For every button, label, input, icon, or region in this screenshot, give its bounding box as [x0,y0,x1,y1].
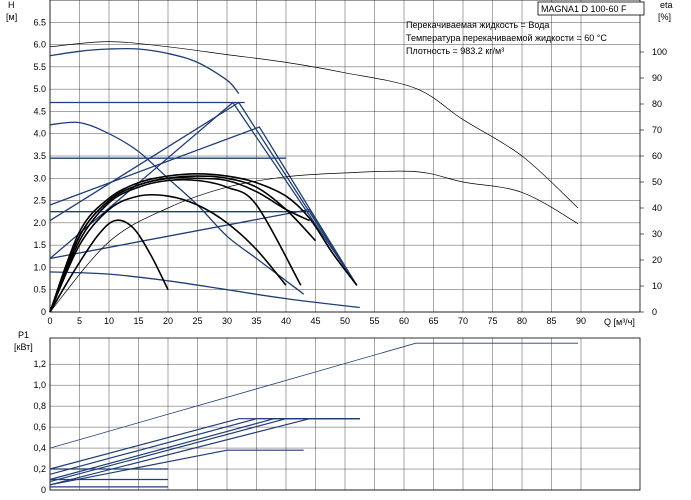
eta-tick-label: 100 [652,47,667,57]
x-tick-label: 70 [458,316,468,326]
x-tick-label: 10 [104,316,114,326]
h-tick-label: 0 [41,307,46,317]
bottom-chart-curves [49,342,578,488]
eta-tick-label: 60 [652,151,662,161]
p1-axis-unit: [кВт] [14,342,33,352]
eta-tick-label: 30 [652,229,662,239]
x-tick-label: 75 [487,316,497,326]
h-tick-label: 5.0 [33,84,46,94]
h-tick-label: 6.5 [33,17,46,27]
head-curve-11 [49,172,358,313]
x-tick-label: 90 [576,316,586,326]
x-tick-label: 65 [428,316,438,326]
eta-tick-label: 20 [652,255,662,265]
head-curve-6 [49,208,358,286]
q-axis-label: Q [м³/ч] [604,317,635,327]
bottom-chart-ticks: 0 0,2 0,4 0,6 0,8 1,0 1,2 [33,359,46,495]
eta-tick-label: 90 [652,73,662,83]
h-tick-label: 4.0 [33,129,46,139]
h-axis-label: H [8,0,15,10]
top-chart-curves [49,41,579,313]
eta-tick-label: 0 [652,307,657,317]
p1-tick-label: 0,4 [33,443,46,453]
x-tick-label: 80 [517,316,527,326]
model-label: MAGNA1 D 100-60 F [541,4,627,14]
x-tick-label: 5 [77,316,82,326]
eta-tick-label: 50 [652,177,662,187]
info-line-density: Плотность = 983.2 кг/м³ [406,46,504,56]
top-chart-grid [49,0,641,313]
h-tick-label: 3.0 [33,173,46,183]
model-label-box [537,1,645,16]
efficiency-curve-16 [49,170,579,313]
head-curve-0 [49,271,360,309]
eta-tick-label: 80 [652,99,662,109]
h-tick-label: 3.5 [33,151,46,161]
eta-tick-label: 70 [652,125,662,135]
p1-tick-label: 0,2 [33,464,46,474]
h-tick-label: 6.0 [33,40,46,50]
head-curve-14 [49,219,169,313]
p1-tick-label: 0,6 [33,422,46,432]
p1-tick-label: 1,2 [33,359,46,369]
x-tick-label: 30 [222,316,232,326]
x-tick-label: 85 [546,316,556,326]
power-curve-0 [49,342,578,449]
x-tick-label: 15 [133,316,143,326]
top-chart-ticks: 0 5 10 15 20 25 30 35 40 45 50 55 60 65 70 75 80 85 90 0 0.5… [33,17,667,326]
x-tick-label: 50 [340,316,350,326]
info-line-fluid: Перекачиваемая жидкость = Вода [406,20,549,30]
x-tick-label: 55 [369,316,379,326]
power-curve-5 [49,418,360,486]
x-tick-label: 35 [251,316,261,326]
h-tick-label: 4.5 [33,106,46,116]
head-curve-15 [49,175,317,313]
x-tick-label: 45 [310,316,320,326]
x-tick-label: 40 [281,316,291,326]
efficiency-curve-17 [49,41,579,209]
h-tick-label: 2.0 [33,218,46,228]
x-tick-label: 20 [163,316,173,326]
h-tick-label: 1.0 [33,262,46,272]
x-tick-label: 25 [192,316,202,326]
x-tick-label: 0 [47,316,52,326]
h-tick-label: 0.5 [33,285,46,295]
h-axis-unit: [м] [6,12,17,22]
bottom-chart-grid [49,337,641,491]
head-curve-1 [49,121,305,295]
eta-tick-label: 40 [652,203,662,213]
p1-tick-label: 0,8 [33,401,46,411]
head-curve-2 [49,47,240,95]
eta-tick-label: 10 [652,281,662,291]
head-curve-13 [49,178,302,313]
info-line-temperature: Температура перекачиваемой жидкости = 60… [406,33,607,43]
eta-axis-label: eta [660,0,673,10]
h-tick-label: 1.5 [33,240,46,250]
head-curve-5 [49,126,358,286]
x-tick-label: 60 [399,316,409,326]
p1-tick-label: 0 [41,485,46,495]
power-curve-6 [49,449,304,486]
eta-axis-unit: [%] [658,12,671,22]
p1-tick-label: 1,0 [33,380,46,390]
head-curve-12 [49,193,287,313]
h-tick-label: 5.5 [33,62,46,72]
h-tick-label: 2.5 [33,196,46,206]
p1-axis-label: P1 [18,330,29,340]
